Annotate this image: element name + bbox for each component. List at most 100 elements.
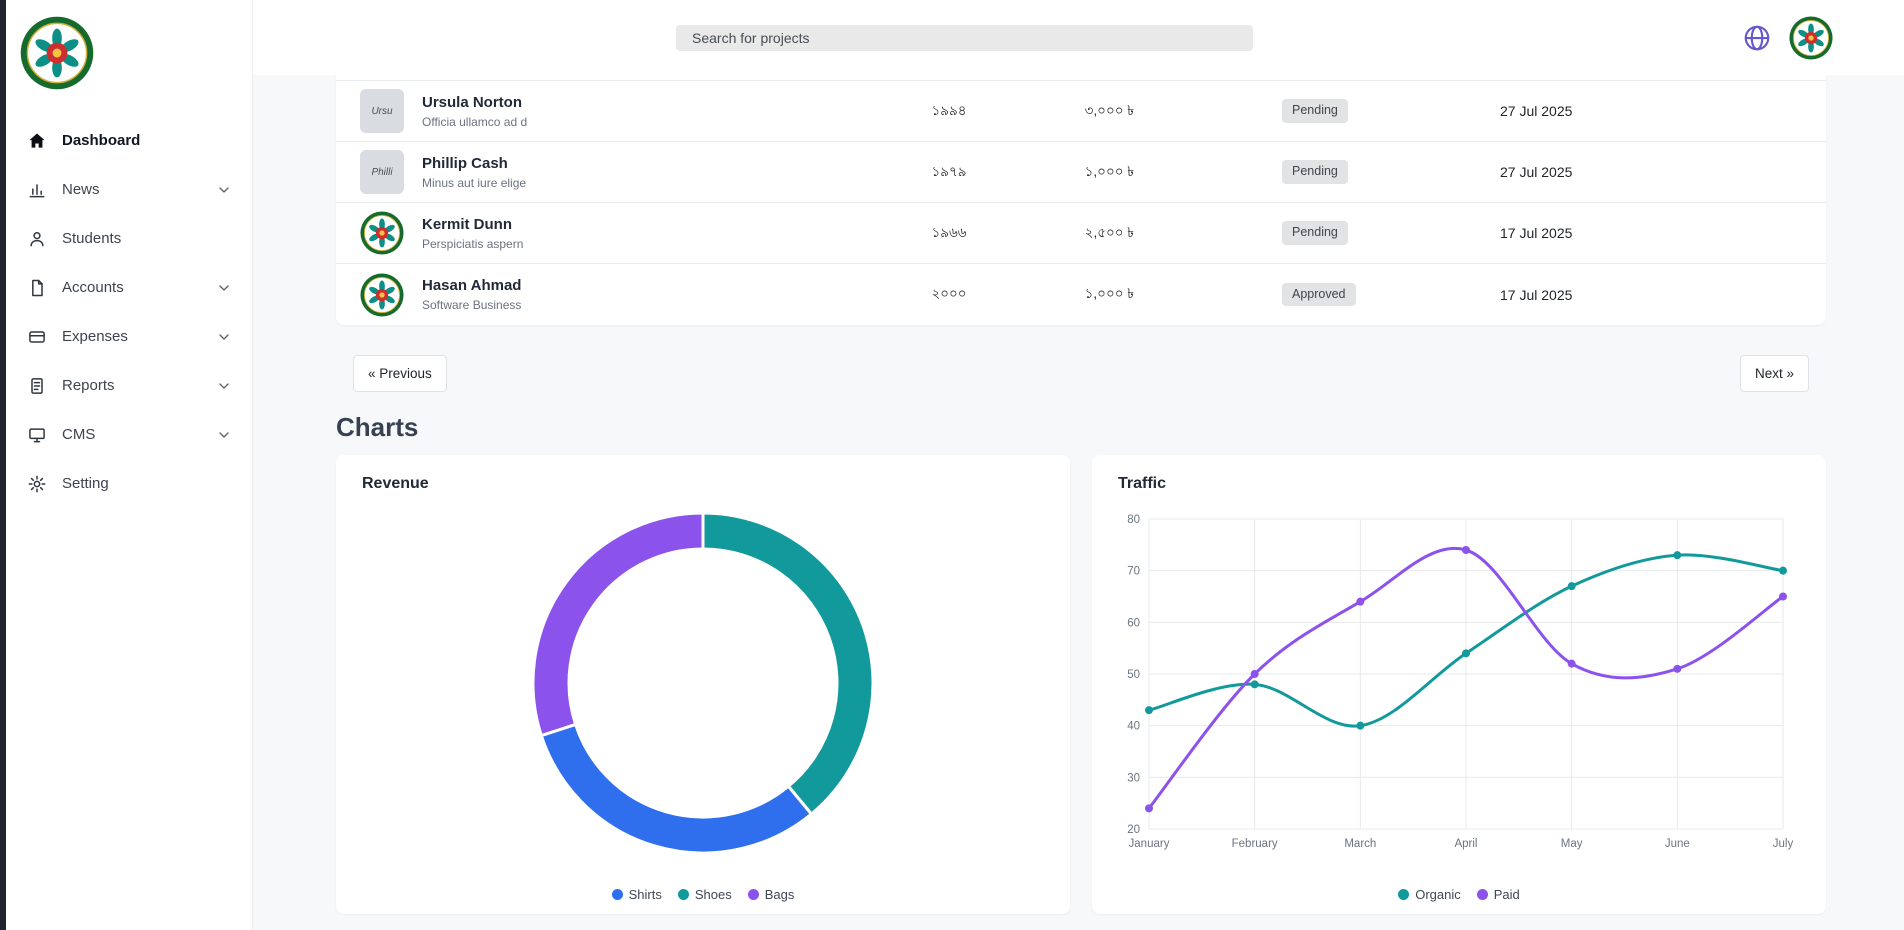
table-row-cut	[336, 75, 1826, 81]
year-cell: ১৯৭৯	[931, 163, 967, 179]
data-point	[1462, 546, 1470, 554]
amount-cell: ৩,০০০ ৳	[1084, 102, 1134, 118]
svg-text:June: June	[1665, 838, 1690, 850]
svg-text:60: 60	[1127, 617, 1140, 629]
revenue-legend: Shirts Shoes Bags	[336, 887, 1070, 902]
person-cell: Hasan Ahmad Software Business	[360, 272, 872, 317]
svg-text:50: 50	[1127, 669, 1140, 681]
pagination: « Previous Next »	[353, 355, 1809, 392]
svg-text:March: March	[1344, 838, 1376, 850]
previous-page-button[interactable]: « Previous	[353, 355, 447, 392]
date-cell: 17 Jul 2025	[1500, 225, 1573, 241]
revenue-card: Revenue Shirts Shoes Bags	[336, 455, 1070, 914]
person-subtitle: Minus aut iure elige	[422, 175, 527, 190]
topbar-actions	[1742, 0, 1833, 75]
table-row: Hasan Ahmad Software Business ২০০০ ১,০০০…	[336, 264, 1826, 325]
person-cell: Philli Phillip Cash Minus aut iure elige	[360, 150, 872, 194]
status-cell: Pending	[1186, 99, 1466, 123]
chevron-down-icon	[216, 329, 232, 345]
svg-text:70: 70	[1127, 566, 1140, 578]
legend-item-bags[interactable]: Bags	[747, 887, 795, 902]
status-badge: Pending	[1282, 99, 1348, 123]
svg-text:May: May	[1561, 838, 1583, 850]
data-point	[1145, 804, 1153, 813]
legend-item-organic[interactable]: Organic	[1398, 887, 1461, 902]
school-logo[interactable]	[19, 15, 95, 91]
person-subtitle: Officia ullamco ad d	[422, 114, 528, 129]
table-row: Kermit Dunn Perspiciatis aspern ১৯৬৬ ২,৫…	[336, 203, 1826, 264]
user-avatar[interactable]	[1789, 15, 1833, 60]
person-name: Phillip Cash	[422, 154, 508, 172]
person-name: Ursula Norton	[422, 93, 523, 111]
legend-item-paid[interactable]: Paid	[1476, 887, 1520, 902]
person-subtitle: Software Business	[422, 298, 522, 312]
donut-slice-shirts	[539, 722, 814, 855]
avatar-photo: Philli	[360, 150, 404, 194]
sidebar-item-dashboard[interactable]: Dashboard	[6, 116, 252, 165]
date-cell: 27 Jul 2025	[1500, 164, 1573, 180]
person-cell: Kermit Dunn Perspiciatis aspern	[360, 211, 872, 255]
legend-item-shoes[interactable]: Shoes	[677, 887, 732, 902]
date-cell: 17 Jul 2025	[1500, 286, 1573, 303]
data-point	[1356, 721, 1365, 730]
data-point	[1250, 670, 1259, 678]
globe-language-icon[interactable]	[1742, 23, 1772, 53]
person-name: Kermit Dunn	[422, 215, 512, 233]
avatar-logo	[360, 211, 404, 255]
chevron-down-icon	[216, 182, 232, 198]
status-badge: Pending	[1282, 221, 1348, 245]
records-table: Ursu Ursula Norton Officia ullamco ad d …	[336, 75, 1826, 325]
charts-heading: Charts	[336, 412, 419, 442]
status-cell: Pending	[1186, 221, 1466, 245]
traffic-line-chart: 20 30 40 50 60 70 80 January February March April M…	[1127, 514, 1793, 850]
expenses-icon	[27, 327, 47, 347]
charts-row: Revenue Shirts Shoes Bags Traffic 20 30 40 50…	[336, 455, 1826, 914]
legend-label: Bags	[764, 887, 795, 902]
students-icon	[27, 229, 47, 249]
legend-label: Shirts	[628, 887, 662, 902]
search-input[interactable]	[676, 25, 1253, 51]
next-page-button[interactable]: Next »	[1739, 355, 1809, 392]
main-content: Ursu Ursula Norton Officia ullamco ad d …	[253, 75, 1904, 930]
svg-text:20: 20	[1127, 824, 1140, 836]
data-point	[1567, 659, 1576, 668]
sidebar-item-expenses[interactable]: Expenses	[6, 312, 252, 361]
sidebar-nav: Dashboard News Students Accounts Expense…	[6, 116, 252, 508]
donut-slice-shoes	[701, 511, 875, 817]
legend-item-shirts[interactable]: Shirts	[611, 887, 662, 902]
chevron-down-icon	[216, 378, 232, 394]
left-edge-strip	[0, 0, 6, 930]
data-point	[1673, 664, 1682, 673]
svg-text:80: 80	[1127, 514, 1140, 526]
table-row: Ursu Ursula Norton Officia ullamco ad d …	[336, 81, 1826, 142]
table-row: Philli Phillip Cash Minus aut iure elige…	[336, 142, 1826, 203]
cms-icon	[27, 425, 47, 445]
legend-dot	[747, 889, 759, 900]
amount-cell: ১,০০০ ৳	[1084, 286, 1134, 301]
data-point	[1779, 566, 1787, 575]
svg-text:30: 30	[1127, 772, 1140, 784]
status-badge: Approved	[1282, 282, 1356, 307]
sidebar-item-students[interactable]: Students	[6, 214, 252, 263]
svg-text:January: January	[1129, 838, 1170, 850]
year-cell: ২০০০	[931, 286, 967, 301]
legend-label: Organic	[1415, 887, 1461, 902]
sidebar-item-setting[interactable]: Setting	[6, 459, 252, 508]
sidebar-item-news[interactable]: News	[6, 165, 252, 214]
reports-icon	[27, 376, 47, 396]
data-point	[1462, 649, 1470, 658]
sidebar-item-reports[interactable]: Reports	[6, 361, 252, 410]
data-point	[1250, 680, 1259, 689]
topbar	[0, 0, 1904, 75]
traffic-title: Traffic	[1118, 475, 1167, 492]
legend-dot	[1398, 889, 1410, 900]
data-point	[1356, 597, 1365, 606]
news-icon	[27, 180, 47, 200]
status-badge: Pending	[1282, 160, 1348, 184]
data-point	[1673, 551, 1682, 560]
sidebar-item-cms[interactable]: CMS	[6, 410, 252, 459]
traffic-legend: Organic Paid	[1092, 887, 1826, 902]
sidebar-item-accounts[interactable]: Accounts	[6, 263, 252, 312]
amount-cell: ১,০০০ ৳	[1084, 163, 1134, 179]
year-cell: ১৯৬৬	[931, 224, 967, 240]
